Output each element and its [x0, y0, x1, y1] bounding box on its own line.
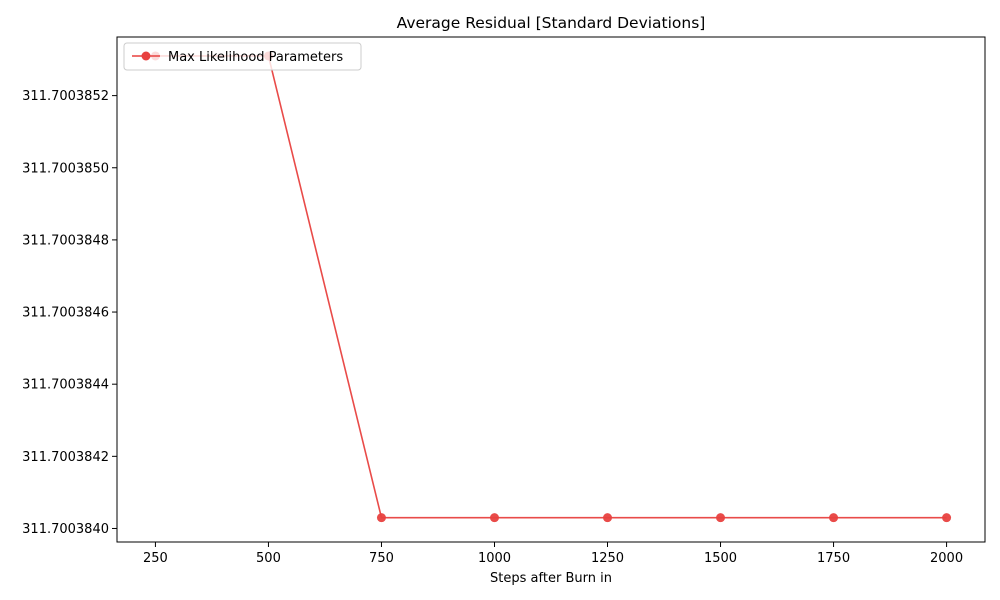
chart-title: Average Residual [Standard Deviations]	[397, 14, 706, 32]
data-point	[489, 513, 499, 523]
x-tick-label: 250	[143, 551, 168, 566]
y-tick-label: 311.7003840	[22, 522, 109, 537]
y-tick-label: 311.7003850	[22, 161, 109, 176]
x-tick-label: 2000	[930, 551, 963, 566]
series-line	[155, 55, 947, 519]
y-tick-label: 311.7003852	[22, 89, 109, 104]
data-point	[716, 513, 726, 523]
data-point	[829, 513, 839, 523]
legend-box	[123, 42, 362, 71]
data-point	[376, 513, 386, 523]
y-tick-label: 311.7003844	[22, 378, 109, 393]
y-tick-label: 311.7003848	[22, 233, 109, 248]
x-tick-label: 500	[256, 551, 281, 566]
legend-marker-swatch	[141, 51, 151, 61]
plot-area	[116, 36, 986, 543]
series-layer	[150, 51, 952, 523]
legend: Max Likelihood Parameters	[123, 42, 362, 71]
data-point	[942, 513, 952, 523]
x-axis-label: Steps after Burn in	[490, 571, 612, 586]
y-tick-label: 311.7003846	[22, 306, 109, 321]
x-tick-label: 1750	[817, 551, 850, 566]
y-tick-label: 311.7003842	[22, 450, 109, 465]
x-tick-label: 750	[369, 551, 394, 566]
x-tick-label: 1500	[704, 551, 737, 566]
y-axis: 311.7003840 311.7003842 311.7003844 311.700…	[22, 89, 117, 537]
x-axis: 250 500 750 1000 1250 1500 1750 2000	[143, 542, 963, 566]
data-point	[603, 513, 613, 523]
legend-entry-label: Max Likelihood Parameters	[168, 50, 343, 65]
x-tick-label: 1250	[591, 551, 624, 566]
x-tick-label: 1000	[478, 551, 511, 566]
